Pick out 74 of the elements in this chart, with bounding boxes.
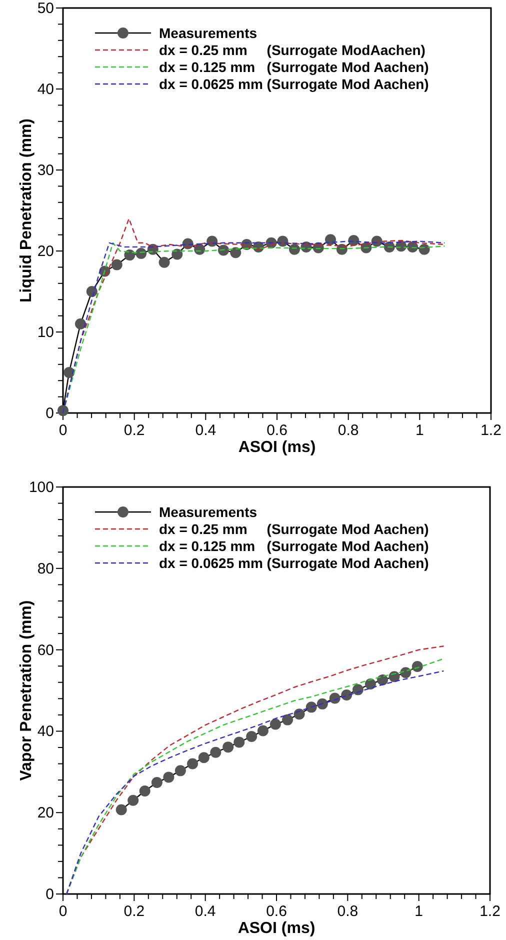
point — [412, 660, 423, 672]
point — [163, 772, 174, 783]
point — [86, 286, 98, 297]
x-tick-label: 0.8 — [337, 903, 358, 920]
point — [246, 730, 258, 742]
x-axis-title: ASOI (ms) — [238, 920, 316, 937]
point — [294, 708, 305, 720]
x-tick-label: 0.6 — [266, 422, 288, 439]
y-axis-title: Liquid Penetration (mm) — [18, 118, 35, 302]
point — [124, 250, 136, 261]
point — [128, 794, 139, 806]
point — [222, 742, 234, 753]
point — [400, 667, 412, 678]
legend-label: Measurements — [159, 504, 258, 520]
point — [316, 698, 328, 710]
legend-label: dx = 0.25 mm (Surrogate Mod Aachen) — [159, 521, 429, 537]
point — [288, 244, 300, 255]
point — [230, 247, 242, 258]
x-tick-label: 0.2 — [124, 903, 145, 920]
point — [388, 671, 400, 682]
point — [111, 259, 122, 270]
point — [158, 256, 170, 268]
point — [418, 244, 430, 255]
x-tick-label: 0.8 — [338, 422, 359, 439]
legend-label: dx = 0.25 mm (Surrogate ModAachen) — [159, 42, 426, 58]
y-tick-label: 20 — [37, 243, 54, 260]
point — [187, 758, 198, 770]
point — [218, 244, 229, 256]
y-tick-label: 10 — [37, 324, 54, 341]
y-tick-label: 0 — [46, 405, 54, 422]
x-tick-label: 0.4 — [194, 903, 216, 920]
legend-label: dx = 0.0625 mm (Surrogate Mod Aachen) — [159, 555, 429, 571]
x-tick-label: 0.6 — [266, 903, 287, 920]
legend-label: dx = 0.125 mm (Surrogate Mod Aachen) — [159, 538, 429, 554]
point — [282, 714, 294, 726]
y-tick-label: 0 — [46, 886, 54, 903]
x-tick-label: 1.2 — [480, 422, 502, 439]
legend-label: dx = 0.125 mm (Surrogate Mod Aachen) — [159, 59, 429, 75]
x-tick-label: 1.2 — [480, 903, 500, 920]
y-tick-label: 50 — [37, 0, 54, 17]
point — [116, 804, 127, 816]
legend-label: dx = 0.0625 mm (Surrogate Mod Aachen) — [159, 76, 429, 92]
x-tick-label: 0.4 — [195, 422, 216, 439]
y-tick-label: 80 — [37, 560, 54, 578]
point — [270, 718, 281, 730]
x-tick-label: 0 — [58, 422, 68, 439]
y-tick-label: 60 — [37, 642, 54, 659]
point — [139, 786, 150, 797]
point — [352, 684, 364, 696]
point — [306, 702, 317, 713]
x-tick-label: 0 — [58, 903, 68, 920]
point — [74, 318, 86, 330]
point — [198, 752, 210, 764]
y-tick-label: 30 — [37, 162, 54, 179]
y-axis-title: Vapor Penetration (mm) — [18, 600, 35, 781]
point — [136, 248, 147, 259]
point — [174, 765, 186, 776]
x-tick-label: 0.2 — [124, 422, 145, 439]
y-tick-label: 40 — [37, 723, 54, 740]
point — [257, 725, 268, 736]
point — [329, 692, 340, 704]
x-axis-title: ASOI (ms) — [238, 439, 316, 456]
legend-label: Measurements — [159, 25, 258, 41]
point — [194, 244, 206, 255]
x-tick-label: 1 — [414, 903, 424, 920]
y-tick-label: 100 — [28, 479, 54, 496]
point — [151, 776, 162, 788]
x-tick-label: 1 — [415, 422, 424, 439]
y-tick-label: 40 — [37, 81, 54, 98]
point — [172, 248, 183, 260]
y-tick-label: 20 — [37, 804, 54, 822]
point — [210, 746, 222, 758]
point — [341, 689, 352, 700]
point — [234, 736, 245, 748]
